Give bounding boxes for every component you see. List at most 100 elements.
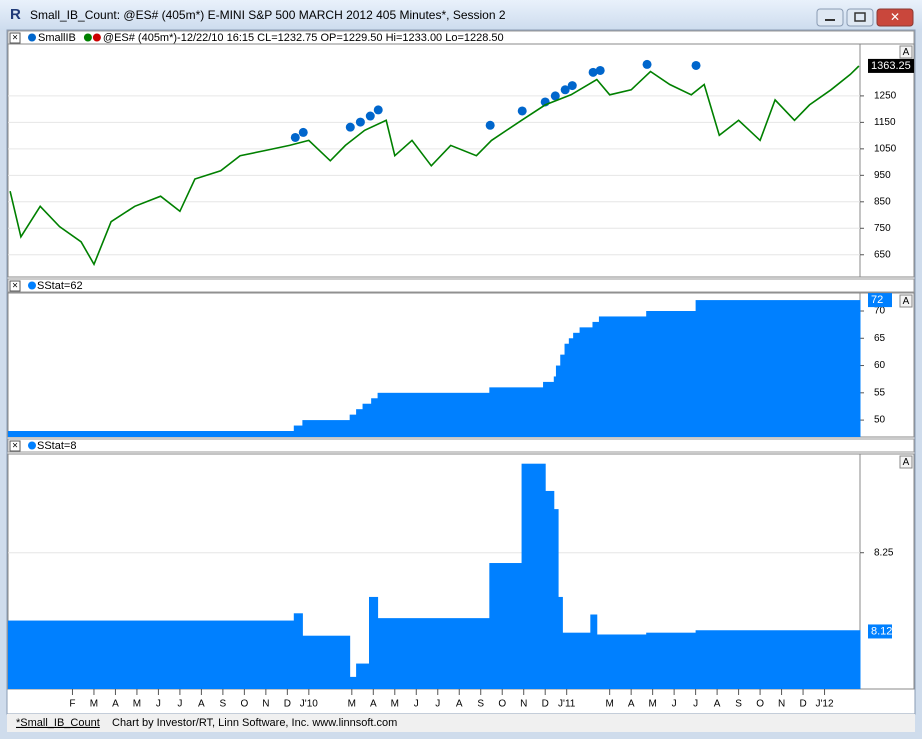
y-tick-label: 750 bbox=[874, 223, 891, 234]
pane-title: SStat=62 bbox=[37, 280, 83, 292]
x-tick-label: J'12 bbox=[816, 699, 834, 710]
y-tick-label: 55 bbox=[874, 387, 886, 398]
step-area bbox=[568, 338, 574, 437]
signal-marker bbox=[550, 91, 560, 101]
y-tick-label: 60 bbox=[874, 360, 886, 371]
step-area bbox=[646, 311, 697, 437]
x-tick-label: M bbox=[391, 699, 399, 710]
legend-dot bbox=[28, 441, 36, 450]
last-value-label: 72 bbox=[871, 294, 883, 306]
step-area bbox=[596, 634, 647, 689]
signal-marker bbox=[642, 59, 652, 69]
step-area bbox=[562, 632, 591, 689]
last-value-box bbox=[868, 293, 892, 308]
autoscale-label: A bbox=[903, 47, 910, 58]
pane-close[interactable] bbox=[9, 440, 21, 452]
last-value-box bbox=[868, 58, 914, 73]
last-value-label: 1363.25 bbox=[871, 60, 911, 72]
pane-close[interactable] bbox=[9, 280, 21, 292]
x-tick-label: N bbox=[262, 699, 269, 710]
step-area bbox=[489, 563, 523, 689]
step-area bbox=[695, 630, 861, 689]
step-area bbox=[592, 321, 600, 437]
x-tick-label: J bbox=[414, 699, 419, 710]
step-area bbox=[521, 463, 546, 689]
step-area bbox=[695, 300, 861, 437]
x-tick-label: S bbox=[220, 699, 227, 710]
maximize-button[interactable] bbox=[846, 8, 874, 27]
step-area bbox=[558, 596, 563, 689]
step-area bbox=[646, 632, 697, 689]
minimize-button[interactable] bbox=[816, 8, 844, 27]
signal-marker bbox=[345, 122, 355, 132]
step-area bbox=[293, 425, 303, 437]
y-tick-label: 1050 bbox=[874, 143, 897, 154]
signal-marker bbox=[560, 85, 570, 95]
signal-marker bbox=[298, 127, 308, 137]
legend-label: @ES# (405m*)-12/22/10 16:15 CL=1232.75 O… bbox=[103, 32, 504, 44]
autoscale-button[interactable] bbox=[899, 45, 913, 59]
x-tick-label: O bbox=[498, 699, 506, 710]
x-tick-label: D bbox=[284, 699, 291, 710]
close-button[interactable] bbox=[876, 8, 914, 27]
step-area bbox=[573, 332, 581, 437]
x-tick-label: J bbox=[177, 699, 182, 710]
step-area bbox=[545, 490, 555, 689]
step-area bbox=[560, 354, 566, 437]
step-area bbox=[564, 343, 570, 437]
step-area bbox=[8, 431, 295, 437]
step-area bbox=[8, 620, 295, 689]
step-area bbox=[293, 613, 303, 689]
legend-label: SmallIB bbox=[38, 32, 76, 44]
axis-panel bbox=[859, 453, 915, 690]
signal-marker bbox=[355, 117, 365, 127]
signal-marker bbox=[517, 106, 527, 116]
maximize-icon bbox=[854, 12, 866, 22]
y-tick-label: 850 bbox=[874, 196, 891, 207]
x-tick-label: D bbox=[542, 699, 549, 710]
step-area bbox=[553, 376, 557, 437]
footer-bar bbox=[7, 714, 915, 732]
step-area bbox=[553, 509, 559, 689]
step-area bbox=[302, 635, 351, 689]
signal-marker bbox=[567, 81, 577, 91]
legend-dot bbox=[28, 33, 36, 42]
axis-panel bbox=[859, 43, 915, 278]
legend-dot bbox=[83, 33, 92, 42]
y-tick-label: 1150 bbox=[874, 117, 896, 128]
x-tick-label: S bbox=[477, 699, 484, 710]
pane-close[interactable] bbox=[9, 32, 21, 44]
plot-area bbox=[7, 43, 861, 278]
x-tick-label: M bbox=[348, 699, 356, 710]
y-tick-label: 65 bbox=[874, 333, 886, 344]
step-area bbox=[377, 618, 490, 689]
x-tick-label: F bbox=[69, 699, 75, 710]
autoscale-label: A bbox=[903, 296, 910, 307]
last-value-label: 8.12 bbox=[871, 625, 892, 637]
price-line bbox=[9, 65, 860, 267]
footer-tab[interactable]: *Small_IB_Count bbox=[16, 717, 100, 729]
step-area bbox=[377, 392, 490, 437]
x-tick-label: N bbox=[778, 699, 785, 710]
signal-marker bbox=[588, 67, 598, 77]
x-tick-label: D bbox=[799, 699, 806, 710]
y-tick-label: 8.25 bbox=[874, 547, 894, 558]
x-tick-label: A bbox=[112, 699, 119, 710]
step-area bbox=[579, 327, 593, 437]
step-area bbox=[368, 596, 379, 689]
pane-close-icon: × bbox=[12, 281, 18, 292]
title-bar bbox=[0, 0, 922, 30]
autoscale-button[interactable] bbox=[899, 294, 913, 308]
x-tick-label: M bbox=[648, 699, 656, 710]
step-area bbox=[356, 663, 370, 689]
close-icon: ✕ bbox=[890, 10, 900, 24]
x-tick-label: M bbox=[133, 699, 141, 710]
autoscale-button[interactable] bbox=[899, 455, 913, 469]
x-tick-label: A bbox=[370, 699, 377, 710]
pane-header bbox=[7, 278, 915, 293]
pane-title: SStat=8 bbox=[37, 440, 76, 452]
step-area bbox=[349, 414, 357, 437]
window-controls[interactable]: ✕ bbox=[816, 8, 914, 27]
step-area bbox=[555, 365, 561, 437]
